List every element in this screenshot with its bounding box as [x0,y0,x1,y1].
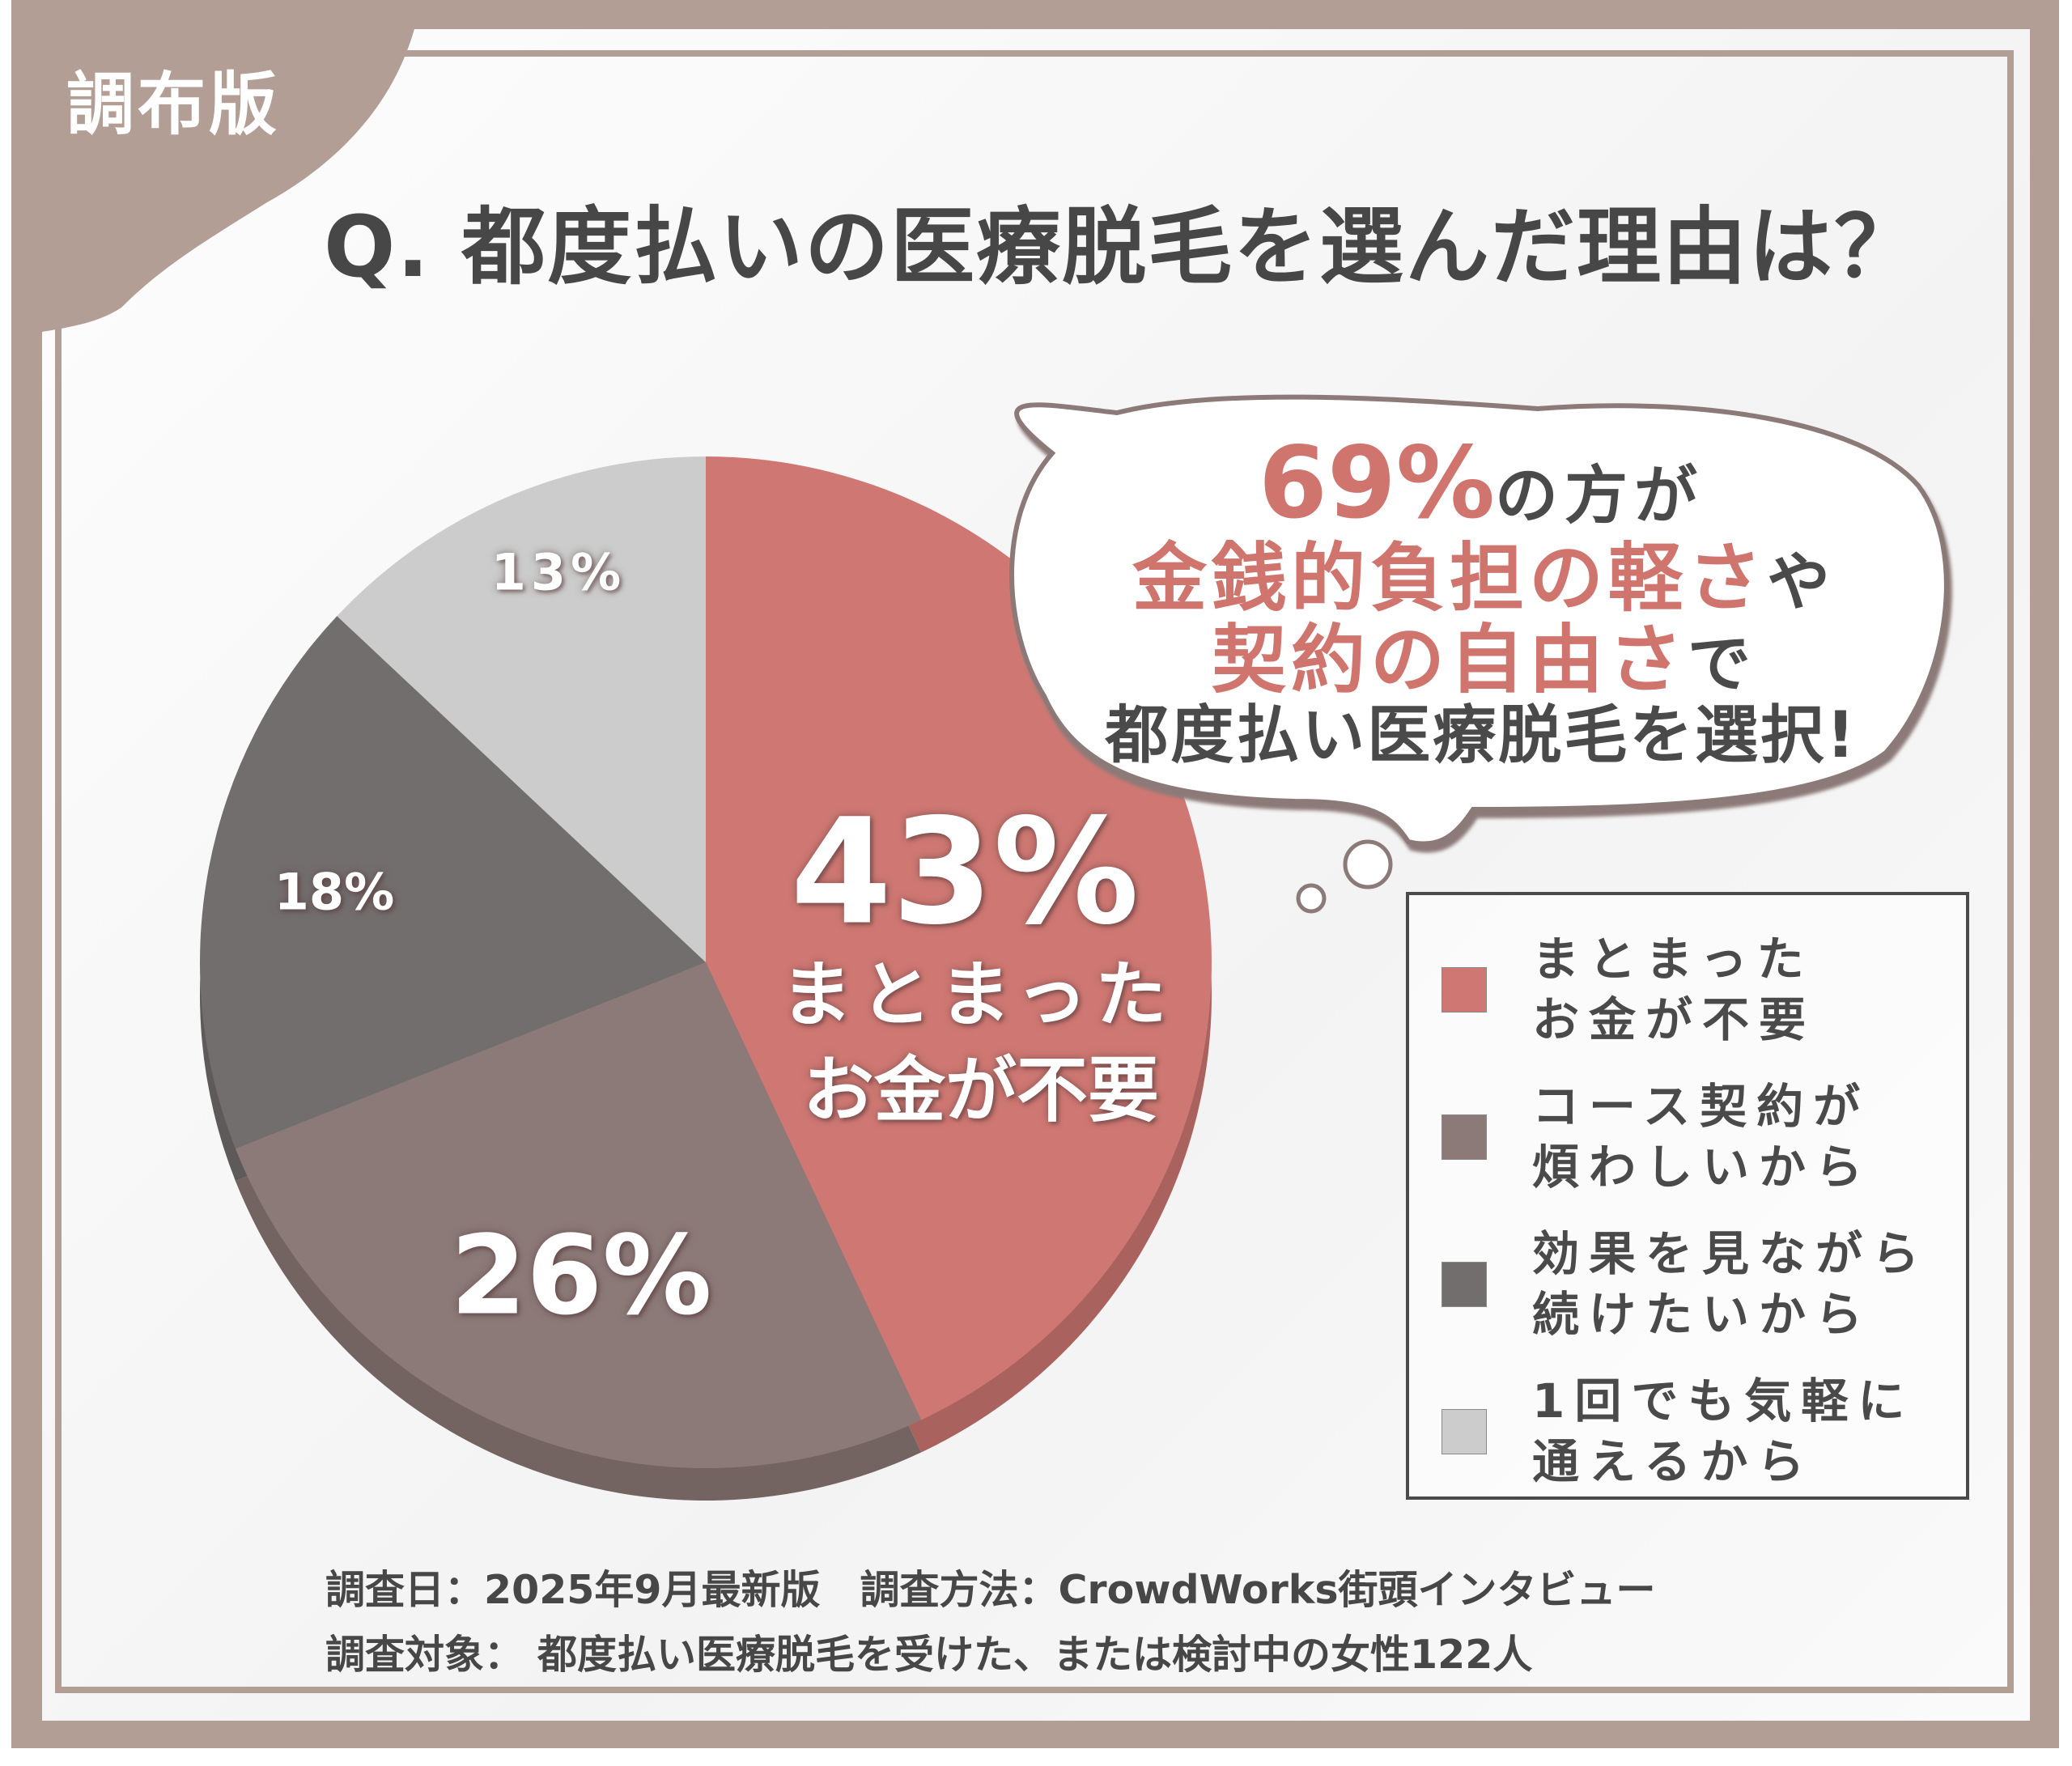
legend-item: まとまった お金が不要 [1441,929,1815,1051]
callout-text: 69%の方が 金銭的負担の軽さや 契約の自由さで 都度払い医療脱毛を選択! [1012,429,1951,771]
legend-swatch [1441,1114,1487,1161]
data-label-slice-3: 13% [490,542,626,602]
legend-label-line1: 1回でも気軽に [1532,1373,1915,1429]
legend-item: 1回でも気軽に 通えるから [1441,1371,1914,1493]
callout-line4: 都度払い医療脱毛を選択! [1105,698,1858,772]
pie-slice-2 [200,616,707,1149]
pie-slice-3 [337,456,706,962]
legend-item: コース契約が 煩わしいから [1441,1076,1872,1199]
chart-legend: まとまった お金が不要 コース契約が 煩わしいから 効果を見ながら 続けたいから 1回… [1406,892,1969,1500]
data-label-slice-0: 43% [790,787,1140,957]
page-title: Q. 都度払いの医療脱毛を選んだ理由は？ [324,197,1921,296]
region-badge: 調布版 [66,65,281,144]
badge-tab-shape [11,0,421,332]
slice-0-inner-label-line2: お金が不要 [802,1048,1160,1132]
legend-swatch [1441,1409,1487,1455]
callout-line3-rest: で [1688,628,1751,702]
legend-swatch [1441,1262,1487,1308]
legend-label-line2: 通えるから [1532,1434,1815,1490]
callout-line3-highlight: 契約の自由さ [1211,617,1688,704]
data-label-slice-2: 18% [274,862,395,922]
survey-info-line2: 調査対象： 都度払い医療脱毛を受けた、または検討中の女性122人 [325,1632,1533,1678]
inner-border [55,50,2014,1693]
thought-dot-small [1296,883,1327,914]
survey-info-line1: 調査日：2025年9月最新版 調査方法：CrowdWorks街頭インタビュー [325,1567,1656,1613]
legend-label-line1: 効果を見ながら [1532,1226,1930,1281]
legend-label-line2: お金が不要 [1532,992,1816,1048]
legend-label-line2: 煩わしいから [1532,1140,1873,1195]
legend-swatch [1441,967,1487,1013]
callout-line1-rest: の方が [1495,460,1705,533]
legend-label-line1: まとまった [1532,932,1814,987]
data-label-slice-1: 26% [450,1212,712,1339]
legend-label-line1: コース契約が [1532,1079,1870,1134]
callout-line2-rest: や [1767,546,1831,620]
slice-0-inner-label-line1: まとまった [780,953,1175,1037]
callout-line2-highlight: 金銭的負担の軽さ [1132,535,1767,622]
callout-percent: 69% [1258,426,1495,541]
pie-slice-1 [235,962,922,1469]
thought-dot-large [1343,839,1393,889]
legend-label-line2: 続けたいから [1532,1287,1873,1343]
legend-item: 効果を見ながら 続けたいから [1441,1224,1929,1346]
